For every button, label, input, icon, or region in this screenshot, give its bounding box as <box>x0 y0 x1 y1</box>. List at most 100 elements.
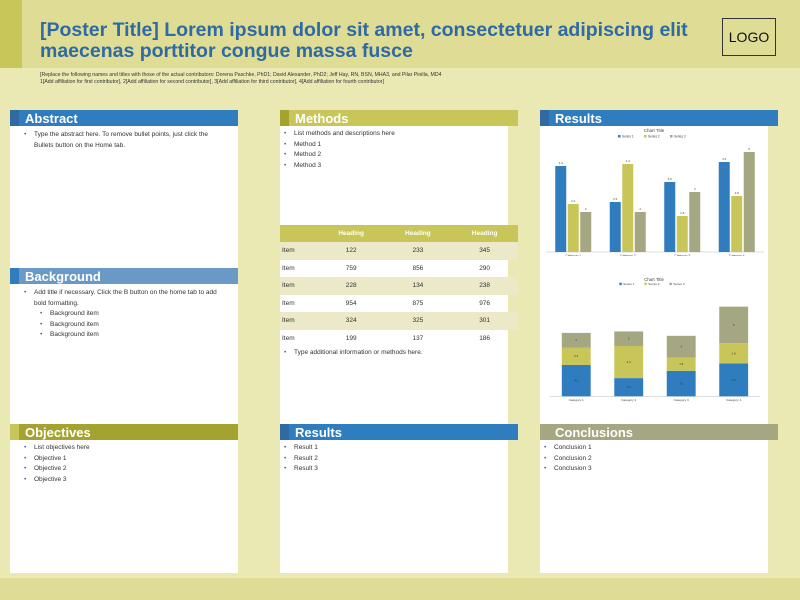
logo-placeholder: LOGO <box>722 18 776 56</box>
method-item: List methods and descriptions here <box>284 129 509 140</box>
methods-header: Methods <box>280 110 518 126</box>
table-row: Item 199 137 186 <box>280 330 518 348</box>
bar <box>567 204 579 252</box>
stacked-bar-segment <box>561 332 591 348</box>
method-item: Method 1 <box>284 140 509 151</box>
category-label: Category 1 <box>565 254 581 256</box>
title-accent <box>0 0 22 68</box>
table-cell: 186 <box>479 334 491 342</box>
category-label: Category 1 <box>569 398 584 402</box>
table-header-cell: Heading <box>451 225 518 242</box>
results-right-heading: Results <box>549 110 778 126</box>
objective-item: Objective 2 <box>24 464 229 475</box>
background-header: Background <box>10 268 238 284</box>
bar <box>664 182 676 252</box>
bar <box>718 162 730 252</box>
abstract-header: Abstract <box>10 110 238 126</box>
data-label: 2.5 <box>627 385 631 389</box>
table-row: Item 228 134 238 <box>280 277 518 295</box>
data-table: Heading Heading Heading Item 122 233 345… <box>280 225 518 347</box>
results-mid-header: Results <box>280 424 518 440</box>
data-label: 4.3 <box>559 161 564 165</box>
table-cell: Item <box>280 312 318 330</box>
bar <box>731 196 743 252</box>
table-cell: Item <box>280 277 318 295</box>
table-cell: Item <box>280 242 318 260</box>
legend-swatch <box>670 135 673 138</box>
grouped-bar-chart: Chart Title Series 1 Series 2 Series 3 4.3 2.… <box>546 128 764 256</box>
table-cell: 324 <box>317 312 385 330</box>
conclusion-item: Conclusion 3 <box>544 464 769 475</box>
result-item: Result 3 <box>284 464 509 475</box>
data-label: 4.5 <box>722 157 727 161</box>
data-label: 3 <box>694 187 696 191</box>
conclusions-header: Conclusions <box>540 424 778 440</box>
data-label: 4.4 <box>626 159 631 163</box>
poster-title: [Poster Title] Lorem ipsum dolor sit ame… <box>40 19 688 62</box>
table-cell: 325 <box>384 312 452 330</box>
table-cell: 290 <box>479 264 491 272</box>
data-label: 2.5 <box>613 197 618 201</box>
table-header-cell: Heading <box>384 225 452 242</box>
methods-heading: Methods <box>289 110 518 126</box>
table-header-row: Heading Heading Heading <box>280 225 518 242</box>
stacked-bar-segment <box>666 335 696 358</box>
method-item: Method 2 <box>284 150 509 161</box>
results-right-header: Results <box>540 110 778 126</box>
data-label: 2.4 <box>574 354 578 358</box>
data-label: 5 <box>733 323 735 327</box>
legend-swatch <box>618 135 621 138</box>
bar <box>689 192 701 252</box>
data-label: 2.8 <box>735 191 740 195</box>
background-heading: Background <box>19 268 238 284</box>
background-list: Add title if necessary. Click the B butt… <box>24 288 229 341</box>
legend-label: Series 2 <box>648 135 660 139</box>
legend-swatch <box>644 282 647 286</box>
table-row: Item 324 325 301 <box>280 312 518 330</box>
category-label: Category 2 <box>621 398 636 402</box>
abstract-text: Type the abstract here. To remove bullet… <box>24 130 229 151</box>
table-cell: 233 <box>384 242 452 260</box>
table-cell: 137 <box>412 334 424 342</box>
bar <box>622 164 634 252</box>
bar <box>580 212 592 252</box>
stacked-bar-segment <box>666 357 696 371</box>
data-label: 4.3 <box>574 379 578 383</box>
background-item: Background item <box>24 330 229 341</box>
chart-title: Chart Title <box>644 277 664 282</box>
table-cell: 976 <box>479 299 491 307</box>
data-label: 4.4 <box>627 360 631 364</box>
middle-column <box>280 110 508 573</box>
table-cell: 954 <box>345 299 357 307</box>
background-item: Background item <box>24 309 229 320</box>
title-band <box>0 0 800 68</box>
stacked-bar-segment <box>561 364 591 397</box>
objective-item: Objective 3 <box>24 475 229 486</box>
objectives-list: List objectives here Objective 1 Objecti… <box>24 443 229 485</box>
method-item: Method 3 <box>284 161 509 172</box>
bar <box>555 166 567 252</box>
objective-item: List objectives here <box>24 443 229 454</box>
stacked-bar-segment <box>614 331 644 347</box>
table-cell: Item <box>282 264 295 272</box>
legend-swatch <box>644 135 647 138</box>
authors-names: [Replace the following names and titles … <box>40 72 442 78</box>
table-cell: 759 <box>345 264 357 272</box>
data-label: 2 <box>585 207 587 211</box>
methods-additional-text: Type additional information or methods h… <box>284 348 509 359</box>
legend-label: Series 2 <box>648 282 660 286</box>
stacked-bar-segment <box>719 306 749 344</box>
table-cell: 345 <box>451 242 518 260</box>
objective-item: Objective 1 <box>24 454 229 465</box>
legend-swatch <box>619 282 622 286</box>
category-label: Category 4 <box>726 398 741 402</box>
authors-block: [Replace the following names and titles … <box>40 72 760 86</box>
conclusion-item: Conclusion 1 <box>544 443 769 454</box>
table-row: Item 759 856 290 <box>280 260 518 278</box>
authors-affiliations: 1[Add affiliation for first contributor]… <box>40 79 384 85</box>
stacked-bar-segment <box>561 347 591 365</box>
methods-after-list: Type additional information or methods h… <box>284 348 509 359</box>
result-item: Result 2 <box>284 454 509 465</box>
table-header-cell <box>280 225 318 242</box>
data-label: 3.5 <box>668 177 673 181</box>
